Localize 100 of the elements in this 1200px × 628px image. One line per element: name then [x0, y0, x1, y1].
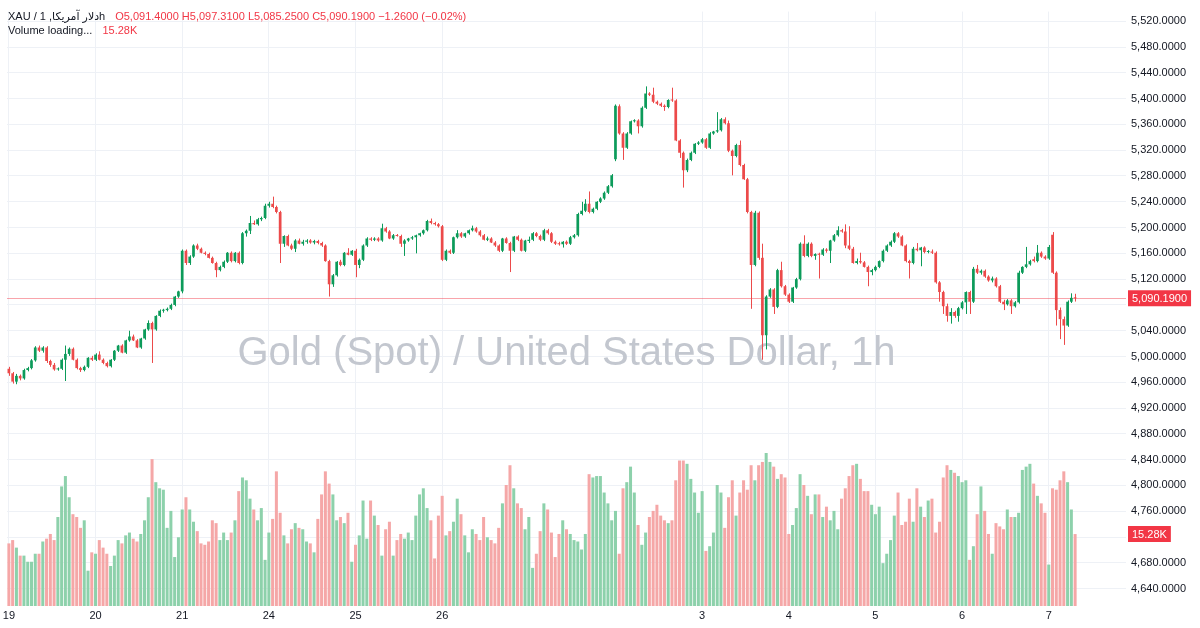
y-tick-label: 4,880.0000 — [1131, 426, 1187, 439]
bar — [983, 510, 987, 606]
bar — [538, 531, 542, 606]
bar — [391, 555, 395, 606]
bar — [877, 506, 881, 606]
bar — [508, 465, 512, 606]
bar — [911, 521, 915, 606]
bar — [783, 477, 787, 606]
y-tick-label: 4,680.0000 — [1131, 555, 1187, 568]
bar — [240, 477, 244, 606]
bar — [949, 469, 953, 606]
bar — [124, 535, 128, 606]
bar — [583, 533, 587, 606]
bar — [734, 515, 738, 606]
y-tick-label: 5,120.0000 — [1131, 272, 1187, 285]
x-tick-label: 24 — [262, 608, 275, 621]
bar — [817, 494, 821, 606]
bar — [301, 529, 305, 606]
bar — [512, 488, 516, 606]
bar — [557, 533, 561, 606]
bar — [542, 503, 546, 606]
x-tick-label: 7 — [1045, 608, 1052, 621]
y-tick-label: 5,280.0000 — [1131, 169, 1187, 182]
bar — [994, 523, 998, 606]
y-tick-label: 5,200.0000 — [1131, 220, 1187, 233]
bar — [1039, 503, 1043, 606]
bar — [97, 540, 101, 606]
bar — [998, 526, 1002, 606]
bar — [757, 465, 761, 606]
bar — [497, 527, 501, 606]
bar — [945, 465, 949, 606]
bar — [892, 515, 896, 606]
bar — [14, 547, 18, 606]
bar — [772, 466, 776, 606]
bar — [742, 480, 746, 606]
bar — [289, 529, 293, 606]
bar — [482, 517, 486, 606]
x-tick-label: 19 — [2, 608, 16, 621]
bar — [568, 533, 572, 606]
bar — [621, 488, 625, 606]
bar — [851, 465, 855, 606]
bar — [274, 471, 278, 606]
bar — [629, 466, 633, 606]
y-tick-label: 5,040.0000 — [1131, 323, 1187, 336]
bar — [990, 553, 994, 606]
bar — [666, 523, 670, 606]
bar — [18, 555, 22, 606]
y-tick-label: 5,320.0000 — [1131, 143, 1187, 156]
bar — [63, 476, 67, 606]
bar — [655, 504, 659, 606]
bar — [644, 532, 648, 606]
bar — [956, 476, 960, 606]
bar — [832, 510, 836, 606]
bar — [146, 497, 150, 606]
bar — [154, 482, 158, 606]
x-tick-label: 25 — [349, 608, 362, 621]
bar — [463, 535, 467, 606]
bar — [372, 515, 376, 606]
y-tick-label: 5,160.0000 — [1131, 246, 1187, 259]
bar — [896, 492, 900, 606]
bar — [824, 506, 828, 606]
bar — [22, 555, 26, 606]
bar — [764, 452, 768, 606]
bar — [33, 553, 37, 606]
bar — [798, 474, 802, 606]
bar — [448, 531, 452, 606]
bar — [598, 476, 602, 606]
bar — [1002, 529, 1006, 606]
bar — [470, 529, 474, 606]
bar — [7, 543, 11, 606]
candlestick — [1066, 299, 1069, 328]
bar — [779, 474, 783, 606]
y-tick-label: 4,640.0000 — [1131, 581, 1187, 594]
bar — [120, 543, 124, 606]
bar — [968, 559, 972, 606]
bar — [749, 465, 753, 606]
bar — [802, 485, 806, 606]
bar — [233, 520, 237, 606]
bar — [94, 553, 98, 606]
bar — [11, 540, 15, 606]
bar — [1028, 463, 1032, 606]
bar — [82, 520, 86, 606]
bar — [282, 535, 286, 606]
bar — [369, 500, 373, 606]
bar — [376, 525, 380, 606]
bar — [259, 508, 263, 606]
bar — [222, 532, 226, 606]
bar — [180, 509, 184, 606]
bar — [527, 517, 531, 606]
bar — [489, 540, 493, 606]
chart-title: XAU / دلار آمریکا, 1h — [8, 9, 106, 24]
x-tick-label: 26 — [436, 608, 449, 621]
bar — [870, 504, 874, 606]
candlestick — [730, 149, 734, 176]
bar — [587, 474, 591, 606]
bar — [953, 472, 957, 606]
bar — [964, 480, 968, 606]
bar — [267, 532, 271, 606]
bar — [907, 498, 911, 606]
bar — [1020, 469, 1024, 606]
